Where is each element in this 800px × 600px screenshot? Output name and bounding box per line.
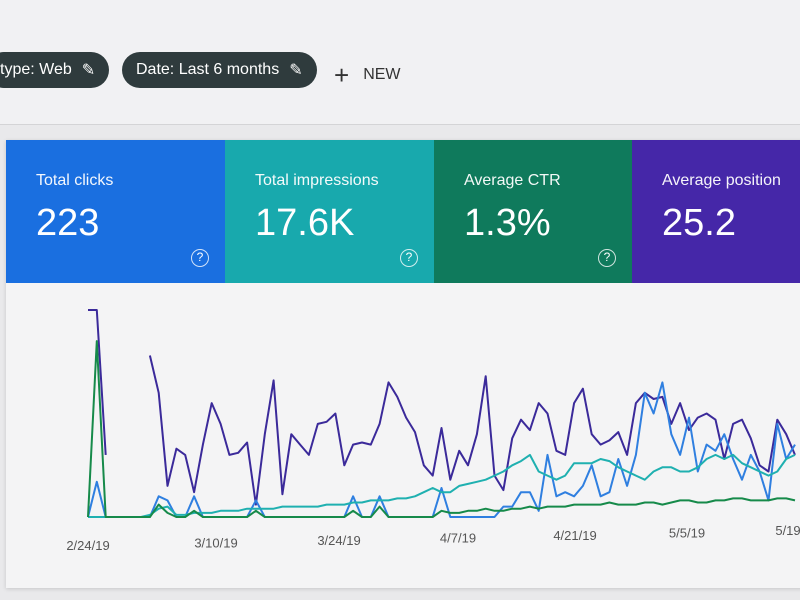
help-icon[interactable]: ?: [598, 249, 616, 267]
x-tick-label: 4/7/19: [440, 531, 476, 546]
type-filter-label: type: Web: [0, 61, 72, 78]
x-tick-label: 4/21/19: [553, 528, 596, 543]
performance-panel: Total clicks 223 ? Total impressions 17.…: [6, 140, 800, 588]
type-filter-chip[interactable]: type: Web ✎: [0, 52, 110, 88]
card-average-ctr[interactable]: Average CTR 1.3% ?: [434, 140, 632, 283]
plus-icon: +: [334, 60, 350, 90]
card-value: 223: [36, 202, 100, 244]
series-line-1: [87, 381, 796, 518]
card-total-impressions[interactable]: Total impressions 17.6K ?: [225, 140, 434, 283]
date-filter-chip[interactable]: Date: Last 6 months ✎: [122, 52, 317, 88]
x-tick-label: 3/10/19: [194, 536, 237, 551]
card-value: 1.3%: [464, 202, 551, 244]
card-value: 17.6K: [255, 202, 355, 244]
new-filter-button[interactable]: + NEW: [334, 62, 401, 88]
x-tick-label: 3/24/19: [317, 533, 360, 548]
filter-bar: type: Web ✎ Date: Last 6 months ✎ + NEW: [0, 0, 800, 125]
x-tick-label: 5/5/19: [669, 526, 705, 541]
series-line-0: [88, 309, 107, 455]
card-value: 25.2: [662, 202, 736, 244]
help-icon[interactable]: ?: [400, 249, 418, 267]
x-tick-label: 2/24/19: [66, 538, 109, 553]
new-label: NEW: [363, 66, 401, 83]
card-label: Average position: [662, 172, 781, 189]
help-icon[interactable]: ?: [191, 249, 209, 267]
date-filter-label: Date: Last 6 months: [136, 61, 280, 78]
card-label: Average CTR: [464, 172, 561, 189]
card-label: Total clicks: [36, 172, 114, 189]
series-line-2: [88, 453, 796, 518]
card-label: Total impressions: [255, 172, 379, 189]
series-line-3: [87, 340, 796, 518]
pencil-icon: ✎: [81, 62, 96, 79]
card-total-clicks[interactable]: Total clicks 223 ?: [6, 140, 225, 283]
card-average-position[interactable]: Average position 25.2: [632, 140, 800, 283]
x-tick-label: 5/19: [775, 523, 800, 538]
pencil-icon: ✎: [289, 62, 303, 79]
